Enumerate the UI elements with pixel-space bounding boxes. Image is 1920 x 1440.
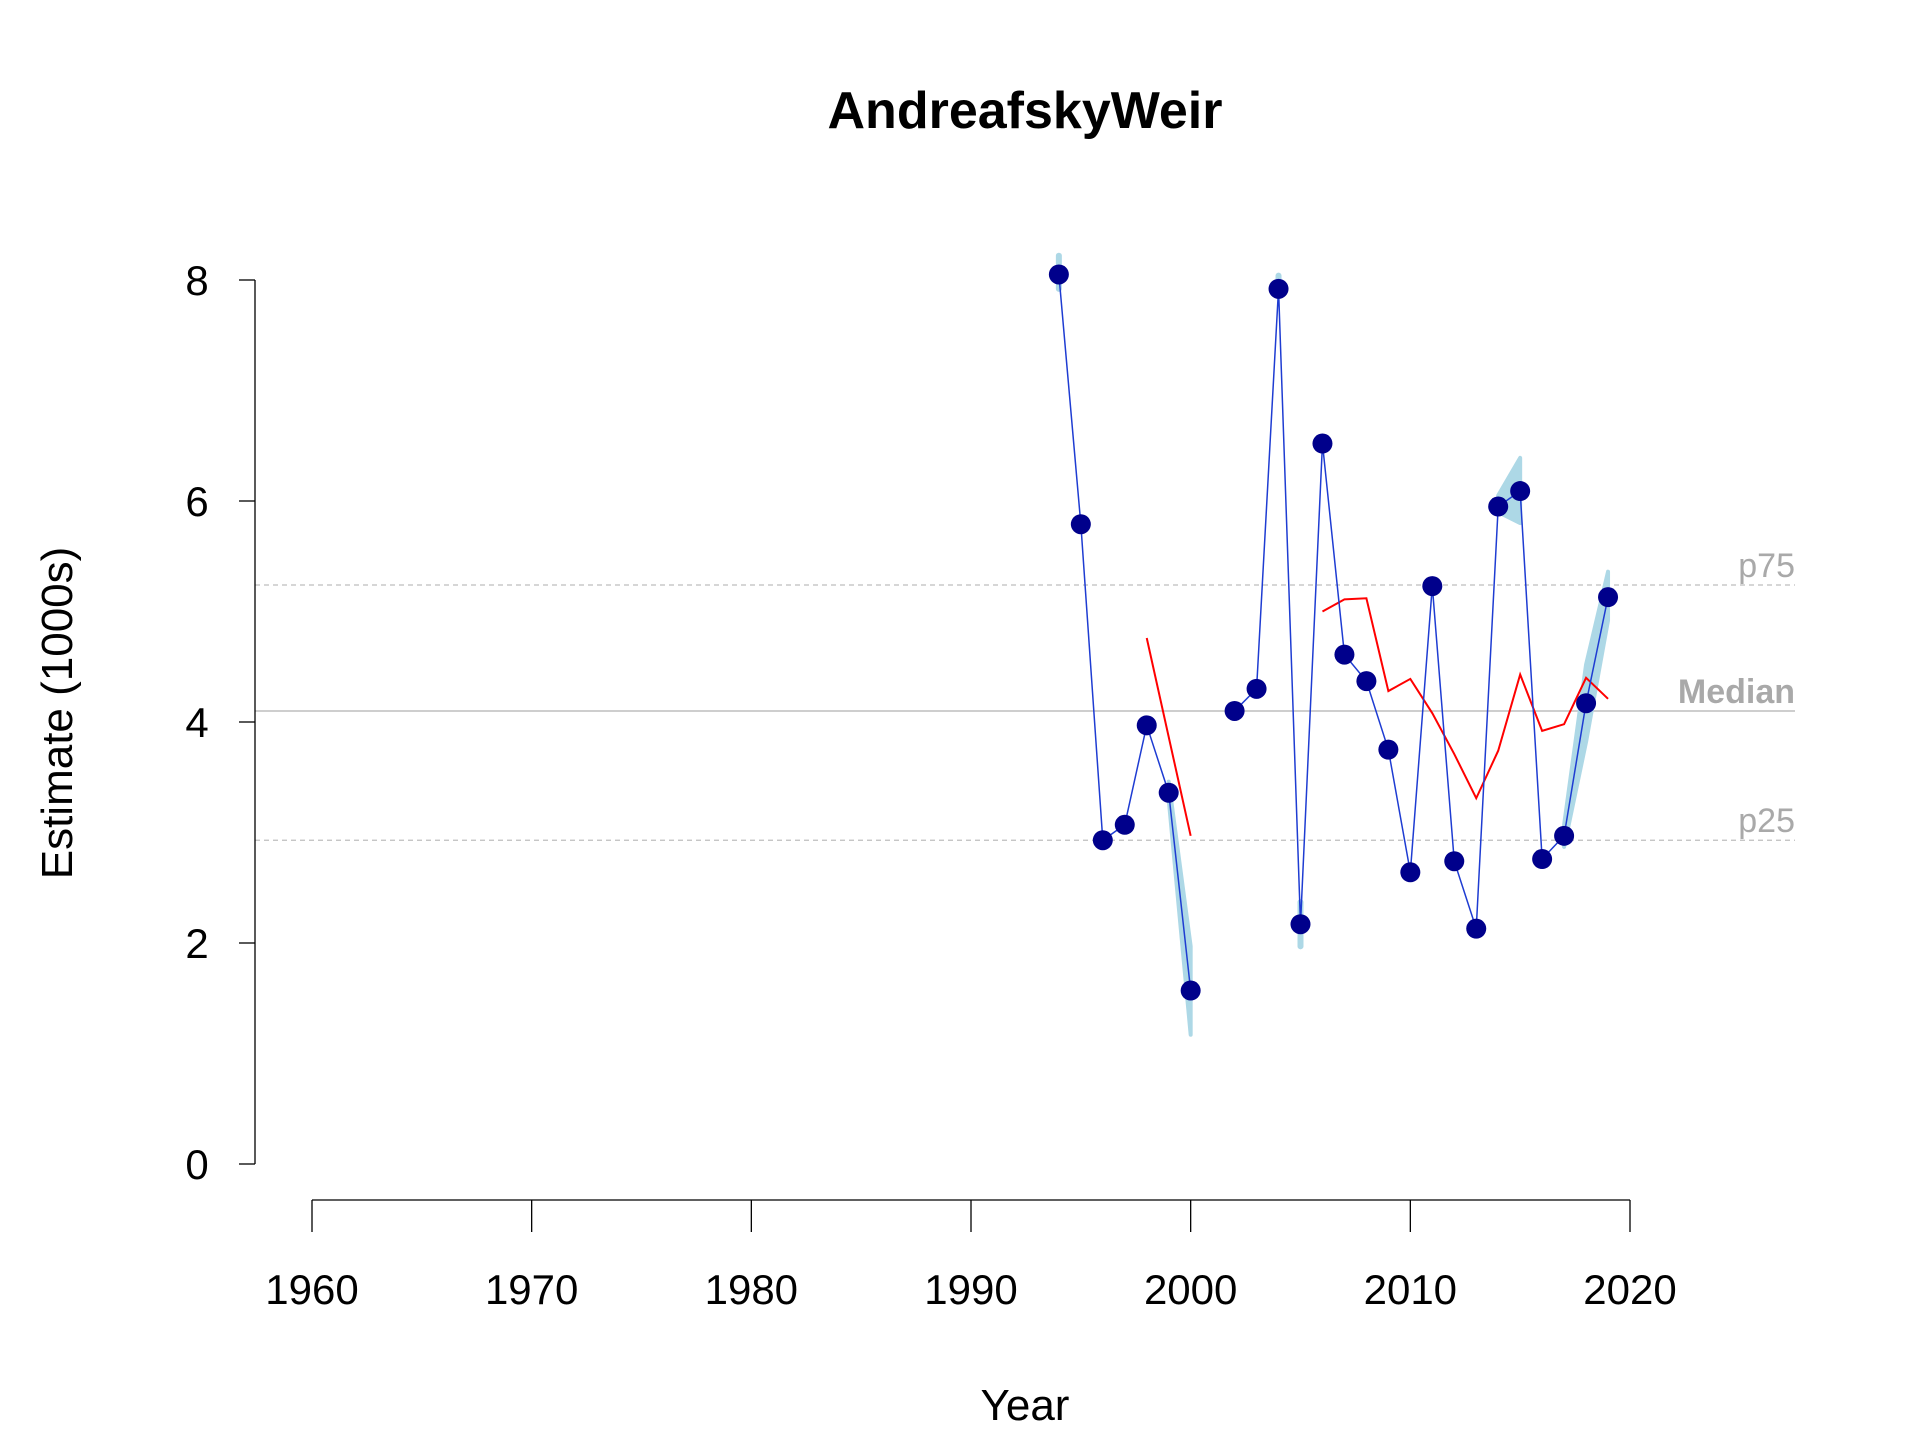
data-point bbox=[1400, 862, 1421, 883]
y-tick-label: 0 bbox=[185, 1141, 208, 1188]
running-average-lines bbox=[1145, 597, 1609, 837]
running-average-line bbox=[1321, 597, 1609, 801]
x-tick-label: 1980 bbox=[705, 1266, 798, 1313]
data-point bbox=[1356, 671, 1377, 692]
x-axis-title: Year bbox=[981, 1381, 1070, 1430]
uncertainty-bands bbox=[1055, 252, 1611, 1037]
data-point bbox=[1532, 849, 1553, 870]
x-tick-label: 1960 bbox=[265, 1266, 358, 1313]
data-point bbox=[1092, 830, 1113, 851]
data-point bbox=[1312, 433, 1333, 454]
data-point bbox=[1070, 514, 1091, 535]
data-point bbox=[1114, 814, 1135, 835]
estimate-series bbox=[1048, 264, 1619, 1001]
ref-label-p75: p75 bbox=[1738, 547, 1795, 585]
data-point bbox=[1444, 851, 1465, 872]
y-tick-label: 4 bbox=[185, 699, 208, 746]
data-point bbox=[1290, 914, 1311, 935]
data-point bbox=[1378, 739, 1399, 760]
data-point bbox=[1246, 678, 1267, 699]
data-point bbox=[1422, 576, 1443, 597]
estimate-line bbox=[1234, 288, 1609, 929]
x-tick-label: 1990 bbox=[924, 1266, 1017, 1313]
data-point bbox=[1268, 278, 1289, 299]
ref-label-p25: p25 bbox=[1738, 802, 1795, 840]
data-point bbox=[1334, 644, 1355, 665]
y-tick-label: 6 bbox=[185, 478, 208, 525]
chart-title: AndreafskyWeir bbox=[828, 82, 1223, 140]
y-tick-label: 2 bbox=[185, 920, 208, 967]
data-point bbox=[1598, 587, 1619, 608]
x-tick-label: 2010 bbox=[1364, 1266, 1457, 1313]
y-tick-label: 8 bbox=[185, 257, 208, 304]
data-point bbox=[1488, 496, 1509, 517]
ref-label-median: Median bbox=[1678, 673, 1795, 711]
data-point bbox=[1510, 481, 1531, 502]
reference-lines: p75 Median p25 bbox=[255, 547, 1795, 841]
y-axis-title: Estimate (1000s) bbox=[33, 547, 82, 880]
axes: 0 2 4 6 8 1960 1970 1980 1990 2000 2010 2020 bbox=[185, 257, 1676, 1313]
data-point bbox=[1554, 825, 1575, 846]
running-average-line bbox=[1145, 637, 1192, 837]
x-tick-label: 2020 bbox=[1583, 1266, 1676, 1313]
data-point bbox=[1048, 264, 1069, 285]
data-point bbox=[1158, 782, 1179, 803]
data-point bbox=[1576, 693, 1597, 714]
data-point bbox=[1136, 715, 1157, 736]
data-point bbox=[1224, 700, 1245, 721]
data-point bbox=[1466, 918, 1487, 939]
estimate-line bbox=[1058, 274, 1192, 991]
x-tick-label: 1970 bbox=[485, 1266, 578, 1313]
data-point bbox=[1180, 980, 1201, 1001]
x-tick-label: 2000 bbox=[1144, 1266, 1237, 1313]
